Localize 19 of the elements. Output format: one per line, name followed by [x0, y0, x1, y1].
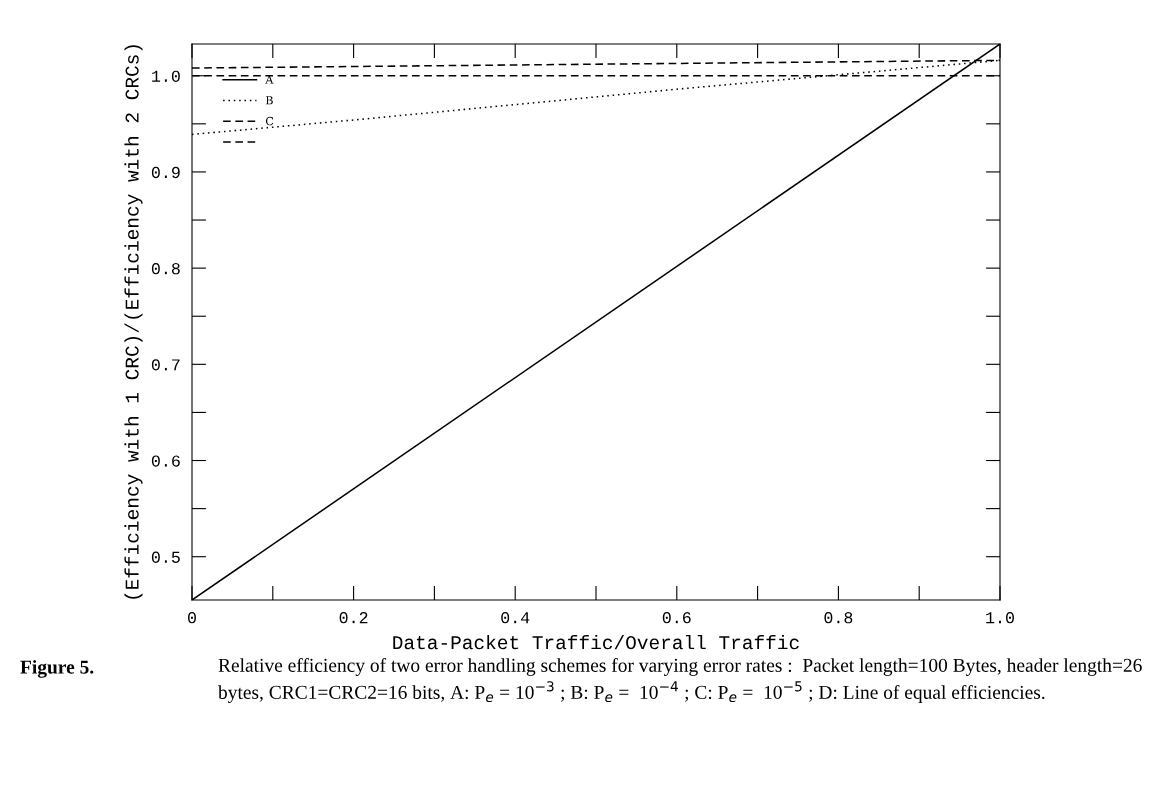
legend-label: C — [265, 116, 274, 126]
x-axis-title: Data-Packet Traffic/Overall Traffic — [393, 634, 799, 650]
legend-label: B — [265, 96, 273, 105]
y-tick-label: 0.5 — [151, 551, 180, 563]
x-tick-label: 0.4 — [501, 612, 530, 624]
text: Relative efficiency of two error handling schemes for varying error rates : Packet length=100 Bytes, header length=26 bytes, CRC1=CRC2=16 bits, A: P$_{e}$ = 10$^{−3}$ ; B: P$_{e}$ = 10$^{−4}$ ; C: P$_{e}$ = 10$^{−5}$ ; D: Line of equal efficiencies. — [218, 658, 1142, 703]
legend-label: A — [265, 75, 274, 84]
caption: Figure 5. — [20, 660, 94, 678]
x-tick-label: 0 — [188, 612, 196, 624]
y-tick-label: 0.6 — [151, 455, 180, 467]
x-tick-label: 1.0 — [986, 612, 1014, 624]
y-tick-label: 0.9 — [151, 166, 180, 179]
x-tick-label: 0.6 — [662, 612, 691, 624]
x-tick-label: 0.8 — [824, 612, 853, 624]
y-axis-title: (Efficiency with 1 CRC)/(Efficiency with 2 CRCs) — [124, 45, 143, 599]
y-tick-label: 1.0 — [152, 70, 180, 82]
x-tick-label: 0.2 — [339, 612, 368, 624]
y-tick-label: 0.7 — [151, 359, 180, 371]
y-tick-label: 0.8 — [151, 263, 180, 275]
